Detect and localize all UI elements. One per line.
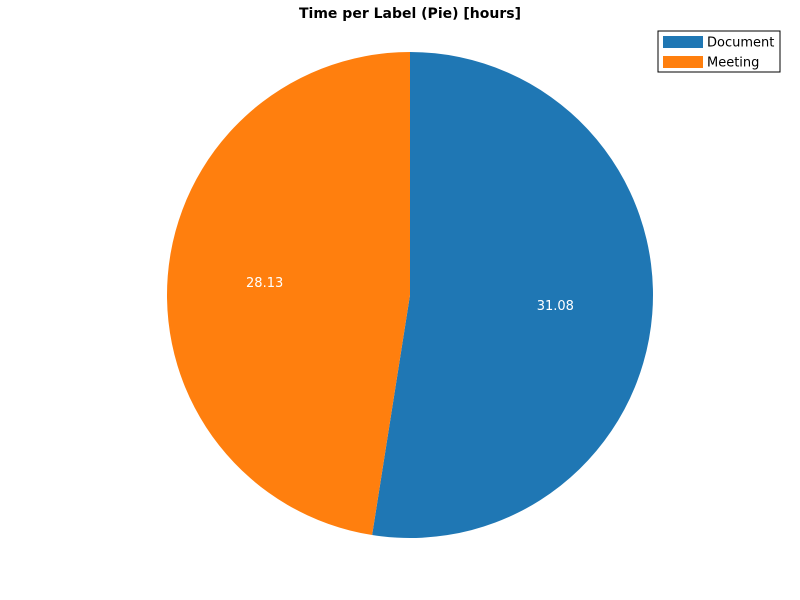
pie-slices (166, 52, 653, 538)
legend-label-document: Document (707, 36, 774, 51)
legend-swatch-meeting (663, 56, 703, 68)
slice-value-label-document: 31.08 (537, 299, 574, 314)
legend-swatch-document (663, 36, 703, 48)
legend-label-meeting: Meeting (707, 56, 759, 71)
pie-value-labels: 31.08 28.13 (246, 276, 574, 314)
legend: Document Meeting (657, 30, 781, 73)
pie-slice-meeting (166, 52, 410, 536)
pie-slice-document (372, 52, 653, 538)
chart-title: Time per Label (Pie) [hours] (299, 6, 521, 22)
slice-value-label-meeting: 28.13 (246, 276, 283, 291)
